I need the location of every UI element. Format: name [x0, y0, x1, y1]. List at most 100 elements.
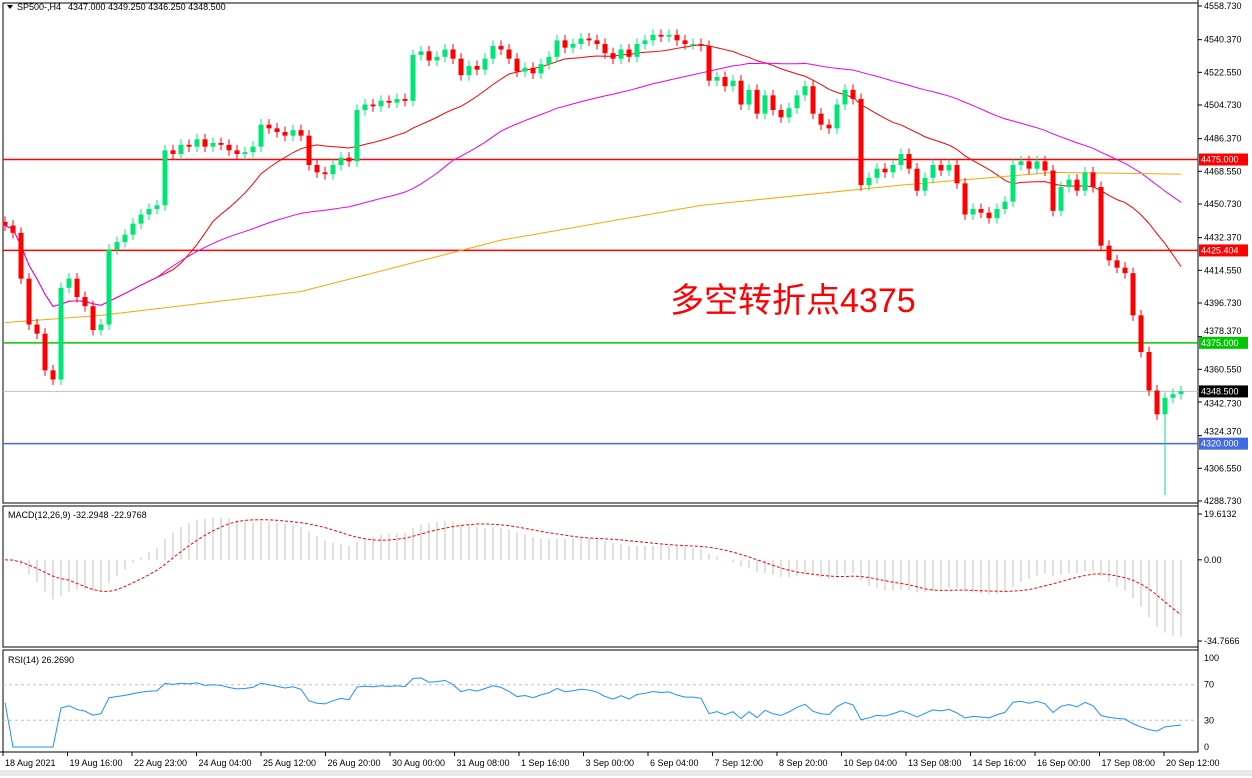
candle-body	[650, 34, 656, 41]
level-badge-label: 4348.500	[1201, 386, 1239, 396]
triangle-down-icon[interactable]	[7, 5, 13, 9]
candle-body	[42, 333, 48, 371]
candle	[82, 291, 88, 312]
level-badge	[1199, 336, 1248, 349]
candle-body	[1178, 391, 1184, 395]
candle	[1002, 196, 1008, 215]
candle-body	[522, 67, 528, 72]
candle-body	[634, 44, 640, 57]
candle	[26, 273, 32, 331]
candle	[810, 80, 816, 120]
candle-body	[34, 324, 40, 334]
candle	[722, 71, 728, 92]
candle-body	[954, 165, 960, 184]
candle	[234, 144, 240, 160]
candle-body	[186, 144, 192, 147]
candle	[106, 243, 112, 331]
candle-body	[1146, 352, 1152, 391]
candle-body	[698, 44, 704, 46]
candle-body	[658, 34, 664, 37]
candle-body	[610, 53, 616, 59]
candle	[1010, 159, 1016, 208]
candle-body	[1074, 179, 1080, 191]
candle	[178, 139, 184, 160]
time-tick-label: 30 Aug 00:00	[392, 758, 445, 768]
candle	[1146, 346, 1152, 397]
candle-body	[818, 113, 824, 125]
candle	[826, 119, 832, 134]
candle-body	[570, 44, 576, 48]
candle-body	[1138, 315, 1144, 353]
candle	[266, 119, 272, 134]
candle-body	[418, 51, 424, 56]
candle-body	[514, 58, 520, 72]
candle-body	[258, 124, 264, 147]
candle	[442, 44, 448, 63]
candle-body	[786, 108, 792, 118]
candle-body	[1106, 245, 1112, 261]
candle	[1122, 262, 1128, 279]
candle-body	[458, 58, 464, 76]
candle-body	[1114, 260, 1120, 268]
candle	[186, 139, 192, 153]
level-badge	[1199, 153, 1248, 166]
candle	[114, 236, 120, 255]
candle	[1018, 155, 1024, 171]
candle-body	[586, 38, 592, 41]
candle	[594, 34, 600, 50]
candle	[386, 95, 392, 109]
time-tick-label: 20 Sep 12:00	[1166, 758, 1220, 768]
time-tick-label: 31 Aug 08:00	[457, 758, 510, 768]
candle-body	[178, 144, 184, 155]
candle-body	[714, 77, 720, 81]
candle	[850, 84, 856, 105]
candle-body	[890, 165, 896, 173]
candle	[90, 300, 96, 336]
rsi-line	[4, 677, 1182, 748]
candle-body	[474, 66, 480, 70]
candle	[170, 144, 176, 160]
candle	[154, 199, 160, 215]
macd-panel	[2, 505, 1199, 648]
candle-body	[26, 278, 32, 325]
candle	[938, 159, 944, 177]
candle-body	[210, 143, 216, 147]
candle-body	[850, 89, 856, 100]
candle	[586, 33, 592, 46]
candle	[250, 141, 256, 158]
candle	[650, 29, 656, 46]
scrollbar-area	[0, 770, 1252, 776]
candle-body	[882, 168, 888, 173]
time-tick-label: 25 Aug 12:00	[263, 758, 316, 768]
candle-body	[754, 89, 760, 114]
candle-body	[490, 45, 496, 59]
candle	[330, 159, 336, 180]
candle	[1082, 166, 1088, 197]
candle-body	[410, 55, 416, 101]
candle	[610, 47, 616, 65]
price-tick-label: 4522.550	[1204, 67, 1242, 77]
candle-body	[122, 234, 128, 243]
candle-body	[554, 40, 560, 57]
candle-body	[466, 66, 472, 76]
price-tick-label: 4540.370	[1204, 35, 1242, 45]
candle	[306, 130, 312, 171]
candle	[1026, 155, 1032, 175]
candle-body	[506, 49, 512, 59]
candle-body	[18, 232, 24, 279]
candle-body	[666, 34, 672, 37]
candle	[802, 80, 808, 101]
candle	[346, 152, 352, 167]
candle	[994, 203, 1000, 224]
candle	[50, 364, 56, 386]
candle	[1138, 309, 1144, 358]
candle	[290, 124, 296, 142]
price-tick-label: 4342.730	[1204, 398, 1242, 408]
candle-body	[930, 165, 936, 178]
candle-body	[778, 110, 784, 118]
candle	[618, 44, 624, 65]
candle	[946, 159, 952, 177]
candle	[730, 75, 736, 92]
candle	[690, 38, 696, 50]
